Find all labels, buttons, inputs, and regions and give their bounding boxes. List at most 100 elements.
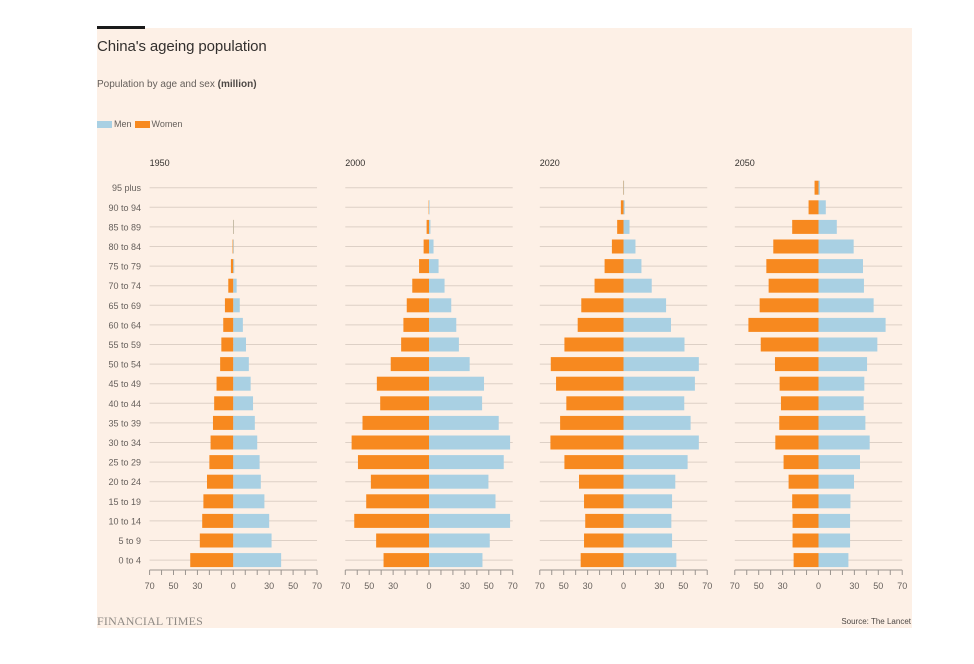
bar-women-2000 bbox=[426, 219, 429, 234]
panel-2020: 2020 70 50 30 0 30 50 70 bbox=[535, 158, 712, 591]
bar-men-2000 bbox=[429, 219, 431, 234]
bar-women-2050 bbox=[779, 376, 819, 391]
bar-women-1950 bbox=[199, 533, 234, 548]
bar-women-2050 bbox=[780, 396, 819, 411]
bar-men-2020 bbox=[623, 239, 636, 254]
bar-men-2000 bbox=[429, 396, 483, 411]
bar-women-2000 bbox=[354, 513, 429, 528]
age-label: 30 to 34 bbox=[108, 438, 141, 448]
x-tick-label: 50 bbox=[873, 581, 883, 591]
bar-men-2000 bbox=[429, 513, 511, 528]
bar-women-1950 bbox=[190, 553, 234, 568]
bar-men-2050 bbox=[818, 474, 855, 489]
bar-men-2020 bbox=[623, 553, 677, 568]
bar-men-1950 bbox=[233, 298, 240, 313]
age-label: 10 to 14 bbox=[108, 516, 141, 526]
bar-women-2000 bbox=[357, 455, 429, 470]
bar-women-2000 bbox=[412, 278, 429, 293]
bar-men-2050 bbox=[818, 455, 860, 470]
x-tick-label: 50 bbox=[678, 581, 688, 591]
bar-women-2050 bbox=[814, 180, 819, 195]
age-label: 75 to 79 bbox=[108, 262, 141, 272]
x-tick-label: 0 bbox=[816, 581, 821, 591]
x-tick-label: 50 bbox=[364, 581, 374, 591]
x-tick-label: 70 bbox=[535, 581, 545, 591]
age-label: 50 to 54 bbox=[108, 360, 141, 370]
bar-women-2050 bbox=[768, 278, 819, 293]
bar-men-2000 bbox=[429, 259, 439, 274]
bar-men-2050 bbox=[818, 200, 826, 215]
bar-women-2000 bbox=[406, 298, 429, 313]
bar-women-1950 bbox=[223, 317, 234, 332]
bar-men-2000 bbox=[429, 337, 459, 352]
bar-women-1950 bbox=[230, 259, 234, 274]
bar-women-2020 bbox=[623, 180, 624, 195]
age-label: 70 to 74 bbox=[108, 281, 141, 291]
bar-women-2020 bbox=[581, 298, 624, 313]
bar-women-2050 bbox=[760, 337, 819, 352]
bar-men-1950 bbox=[233, 376, 251, 391]
age-label: 80 to 84 bbox=[108, 242, 141, 252]
bar-men-1950 bbox=[233, 455, 260, 470]
legend-label-men: Men bbox=[114, 119, 132, 129]
bar-women-1950 bbox=[224, 298, 234, 313]
age-label: 5 to 9 bbox=[118, 536, 141, 546]
bar-men-2020 bbox=[623, 278, 652, 293]
chart-subtitle: Population by age and sex (million) bbox=[97, 79, 257, 90]
bar-women-1950 bbox=[221, 337, 234, 352]
bar-men-2020 bbox=[623, 396, 685, 411]
x-tick-label: 0 bbox=[426, 581, 431, 591]
age-label: 55 to 59 bbox=[108, 340, 141, 350]
bar-men-2000 bbox=[429, 415, 499, 430]
bar-women-2050 bbox=[792, 494, 819, 509]
bar-men-2020 bbox=[623, 357, 699, 372]
bar-men-2050 bbox=[818, 317, 886, 332]
x-tick-label: 70 bbox=[702, 581, 712, 591]
x-tick-label: 70 bbox=[730, 581, 740, 591]
bar-men-2000 bbox=[429, 298, 452, 313]
bar-women-2020 bbox=[604, 259, 624, 274]
legend: Men Women bbox=[97, 119, 185, 129]
bar-women-2000 bbox=[419, 259, 429, 274]
bar-men-2020 bbox=[623, 180, 625, 195]
bar-men-2050 bbox=[818, 376, 865, 391]
bar-men-2050 bbox=[818, 219, 837, 234]
age-label: 45 to 49 bbox=[108, 379, 141, 389]
age-label: 60 to 64 bbox=[108, 320, 141, 330]
bar-men-1950 bbox=[233, 396, 254, 411]
legend-label-women: Women bbox=[151, 119, 183, 129]
bar-men-2000 bbox=[429, 553, 483, 568]
panel-year-label: 2000 bbox=[345, 158, 365, 168]
x-tick-label: 50 bbox=[559, 581, 569, 591]
age-label: 0 to 4 bbox=[118, 556, 141, 566]
bar-women-1950 bbox=[202, 513, 234, 528]
bar-women-2020 bbox=[584, 533, 624, 548]
bar-men-2050 bbox=[818, 337, 878, 352]
bar-women-2020 bbox=[560, 415, 624, 430]
bar-men-1950 bbox=[233, 553, 282, 568]
subtitle-unit: (million) bbox=[217, 79, 257, 90]
bar-men-2020 bbox=[623, 259, 642, 274]
bar-men-2050 bbox=[818, 298, 874, 313]
bar-women-2000 bbox=[370, 474, 429, 489]
subtitle-text: Population by age and sex bbox=[97, 79, 218, 90]
source-note: Source: The Lancet bbox=[841, 617, 911, 626]
x-tick-label: 50 bbox=[168, 581, 178, 591]
bar-women-2020 bbox=[585, 513, 624, 528]
bar-men-2000 bbox=[429, 200, 430, 215]
legend-swatch-women bbox=[134, 120, 150, 128]
bar-women-2050 bbox=[759, 298, 819, 313]
age-label: 85 to 89 bbox=[108, 222, 141, 232]
bar-women-2020 bbox=[564, 337, 624, 352]
bar-men-2020 bbox=[623, 455, 688, 470]
bar-women-2020 bbox=[566, 396, 624, 411]
bar-men-2000 bbox=[429, 435, 511, 450]
bar-men-1950 bbox=[233, 259, 235, 274]
bar-men-2050 bbox=[818, 278, 864, 293]
chart-title: China's ageing population bbox=[97, 38, 267, 55]
bar-women-2020 bbox=[564, 455, 624, 470]
bar-women-2000 bbox=[390, 357, 429, 372]
age-axis: 95 plus 90 to 94 85 to 89 80 to 84 75 to 79 7… bbox=[108, 183, 141, 565]
bar-women-2050 bbox=[748, 317, 819, 332]
